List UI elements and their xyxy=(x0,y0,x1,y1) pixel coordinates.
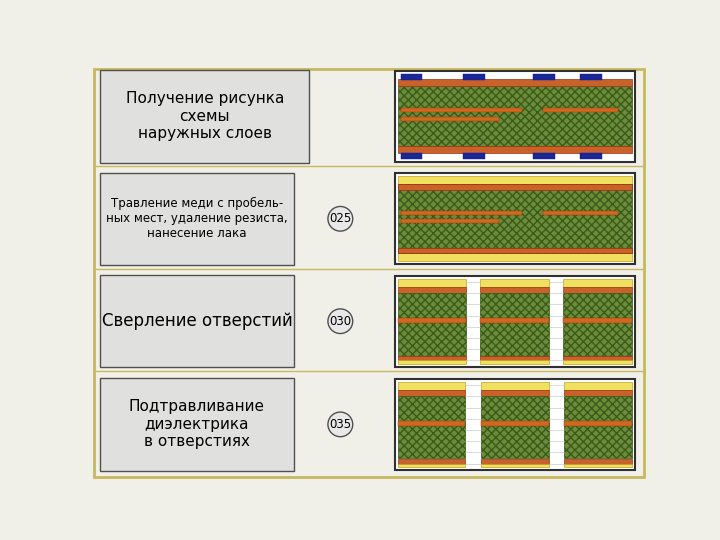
Bar xyxy=(480,287,549,293)
Bar xyxy=(480,318,549,323)
Bar xyxy=(401,117,499,121)
Bar xyxy=(481,390,549,396)
Bar xyxy=(480,356,549,361)
Bar xyxy=(463,153,485,159)
Bar xyxy=(564,382,631,390)
Bar xyxy=(397,293,467,356)
Circle shape xyxy=(328,309,353,334)
Bar xyxy=(395,71,635,162)
Bar xyxy=(481,396,549,457)
Bar xyxy=(397,86,631,146)
Bar xyxy=(580,74,602,80)
Bar xyxy=(580,153,602,159)
Bar xyxy=(564,464,631,467)
Bar xyxy=(100,378,294,470)
Bar xyxy=(397,279,631,363)
Bar xyxy=(397,248,631,253)
Bar xyxy=(401,219,499,222)
Bar xyxy=(543,211,618,215)
Bar xyxy=(480,279,549,287)
Bar xyxy=(397,382,465,390)
Bar xyxy=(100,70,310,163)
Bar xyxy=(401,153,423,159)
Bar xyxy=(397,356,467,361)
Bar xyxy=(480,293,549,356)
Bar xyxy=(563,318,631,323)
Bar xyxy=(481,421,549,426)
Circle shape xyxy=(328,206,353,231)
Bar xyxy=(401,74,423,80)
Text: 030: 030 xyxy=(329,315,351,328)
Text: Получение рисунка
схемы
наружных слоев: Получение рисунка схемы наружных слоев xyxy=(125,91,284,141)
Bar xyxy=(401,211,523,215)
Bar xyxy=(397,279,467,287)
Bar xyxy=(397,464,465,467)
Bar xyxy=(395,276,635,367)
Bar xyxy=(481,382,549,390)
Bar xyxy=(397,184,631,190)
Text: 025: 025 xyxy=(329,212,351,225)
Bar xyxy=(397,184,631,253)
Text: Травление меди с пробель-
ных мест, удаление резиста,
нанесение лака: Травление меди с пробель- ных мест, удал… xyxy=(106,197,288,240)
Bar xyxy=(481,459,549,464)
Text: Подтравливание
диэлектрика
в отверстиях: Подтравливание диэлектрика в отверстиях xyxy=(129,400,265,449)
Bar xyxy=(395,173,635,264)
Bar xyxy=(564,390,631,396)
Bar xyxy=(564,396,631,457)
Text: 035: 035 xyxy=(329,418,351,431)
Bar xyxy=(543,108,618,112)
Bar xyxy=(397,382,631,467)
Bar xyxy=(563,279,631,287)
Bar xyxy=(563,361,631,363)
Bar xyxy=(397,396,465,457)
Bar xyxy=(100,275,294,367)
Bar xyxy=(100,173,294,265)
Bar xyxy=(534,153,555,159)
Bar xyxy=(397,177,631,184)
Bar xyxy=(564,459,631,464)
Bar xyxy=(564,421,631,426)
Bar xyxy=(563,356,631,361)
Bar xyxy=(397,421,465,426)
Bar xyxy=(397,390,465,396)
Bar xyxy=(397,361,467,363)
Bar xyxy=(397,459,465,464)
Bar xyxy=(481,464,549,467)
Bar xyxy=(397,79,631,86)
Bar xyxy=(563,293,631,356)
Bar xyxy=(480,361,549,363)
Text: Сверление отверстий: Сверление отверстий xyxy=(102,312,292,330)
Bar xyxy=(397,146,631,153)
Bar xyxy=(534,74,555,80)
Bar xyxy=(401,108,523,112)
Bar xyxy=(397,318,467,323)
Bar xyxy=(463,74,485,80)
Bar xyxy=(563,287,631,293)
Bar xyxy=(395,379,635,470)
Bar xyxy=(397,253,631,261)
Bar xyxy=(397,287,467,293)
Circle shape xyxy=(328,412,353,437)
